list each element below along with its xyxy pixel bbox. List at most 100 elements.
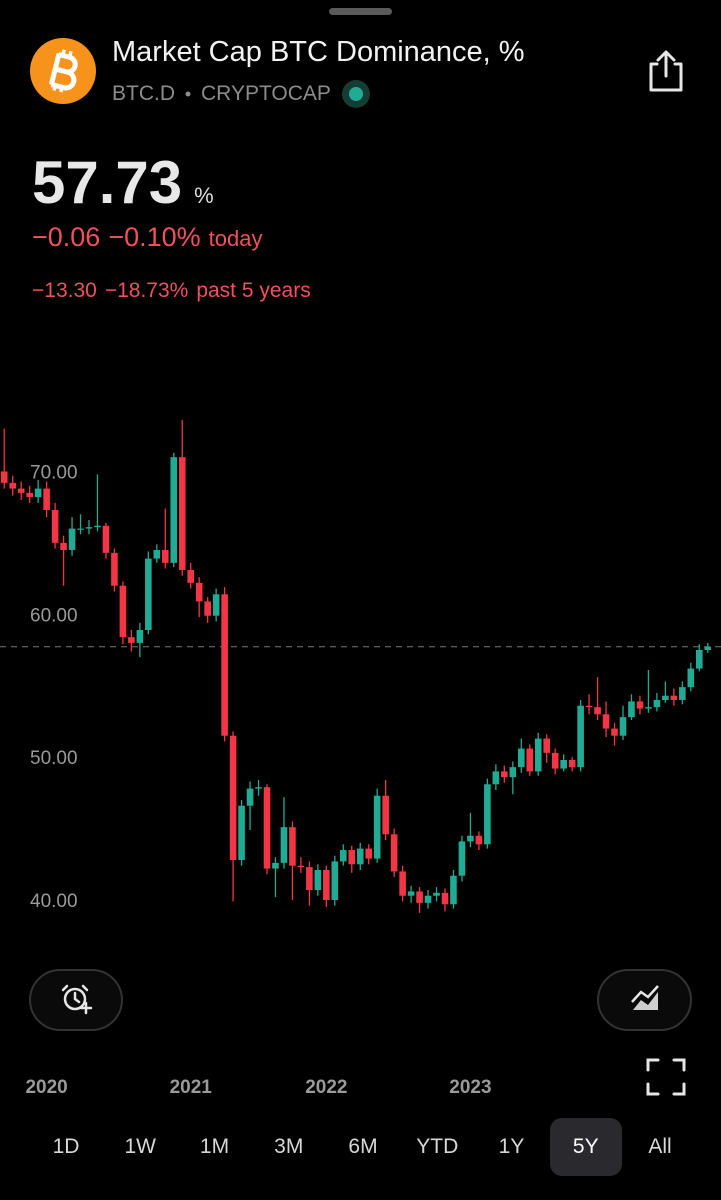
candle-body <box>399 871 406 896</box>
x-tick-label: 2021 <box>170 1077 213 1098</box>
candle-body <box>509 767 517 778</box>
price-unit: % <box>194 183 214 208</box>
candle-body <box>77 528 84 530</box>
coin-logo <box>30 38 96 104</box>
candle-body <box>0 471 8 483</box>
candle-body <box>365 848 373 859</box>
candle-body <box>390 834 398 872</box>
candle-body <box>94 525 101 528</box>
candle-body <box>255 787 262 789</box>
long-change-pct: −18.73% <box>104 279 189 302</box>
candle-body <box>356 848 364 865</box>
candle-body <box>619 717 627 736</box>
candle-body <box>653 700 661 708</box>
range-tab[interactable]: 1D <box>52 1135 80 1158</box>
candle-body <box>348 850 356 865</box>
candle-body <box>687 668 695 688</box>
share-button[interactable] <box>649 50 683 92</box>
candle-body <box>102 525 110 553</box>
candle-body <box>136 630 144 643</box>
change-pct: −0.10% <box>108 222 201 252</box>
candle-body <box>289 827 296 866</box>
candle-body <box>17 488 25 493</box>
candle-body <box>441 892 449 905</box>
y-tick-label: 60.00 <box>30 605 78 626</box>
candle-body <box>331 861 339 900</box>
candle-body <box>433 892 440 896</box>
candle-body <box>560 760 567 769</box>
candle-body <box>306 867 313 890</box>
candle-body <box>221 594 228 736</box>
candle-body <box>128 637 135 643</box>
candle-body <box>424 895 432 903</box>
candle-body <box>85 527 93 529</box>
candle-body <box>450 875 457 905</box>
candle-body <box>60 542 67 550</box>
chart-style-button[interactable] <box>597 969 692 1031</box>
candle-body <box>594 707 601 715</box>
candle-body <box>161 550 169 563</box>
symbol-subtitle: BTC.D CRYPTOCAP <box>112 79 371 109</box>
candle-body <box>534 738 542 772</box>
candle-body <box>407 891 415 896</box>
candle-body <box>416 891 423 903</box>
candle-body <box>43 488 50 510</box>
y-tick-label: 50.00 <box>30 748 78 769</box>
change-abs: −0.06 <box>32 222 101 252</box>
range-tabs: 1D 1W 1M 3M 6M YTD 1Y 5Y All <box>30 1118 696 1176</box>
candle-body <box>568 760 576 768</box>
candle-body <box>314 870 322 890</box>
candle-body <box>280 827 288 863</box>
candle-body <box>212 594 220 616</box>
candle-body <box>297 865 305 868</box>
long-period: past 5 years <box>196 279 311 302</box>
last-price: 57.73 <box>32 149 183 216</box>
price-row: 57.73 % <box>32 148 214 217</box>
range-tab[interactable]: 6M <box>348 1135 378 1158</box>
candle-body <box>543 738 551 753</box>
candle-body <box>704 646 712 650</box>
candle-body <box>51 510 59 543</box>
range-tab[interactable]: 5Y <box>549 1118 622 1176</box>
candle-body <box>272 862 279 869</box>
candle-body <box>145 558 152 630</box>
range-tab[interactable]: 1M <box>199 1135 230 1158</box>
change-period: today <box>208 226 263 251</box>
candle-body <box>501 771 508 778</box>
candle-body <box>492 771 500 785</box>
range-tab[interactable]: 1Y <box>498 1135 525 1158</box>
candle-body <box>119 585 127 638</box>
candle-body <box>153 550 161 559</box>
candle-body <box>467 835 474 842</box>
candle-body <box>26 492 33 498</box>
candle-body <box>68 528 76 550</box>
fullscreen-button[interactable] <box>646 1058 686 1096</box>
range-tab[interactable]: 1W <box>124 1135 157 1158</box>
range-tab[interactable]: YTD <box>416 1135 459 1158</box>
x-tick-label: 2022 <box>305 1077 347 1098</box>
candle-body <box>9 482 17 489</box>
candle-body <box>679 687 686 700</box>
candle-body <box>458 841 466 876</box>
candle-body <box>517 748 525 768</box>
candle-body <box>195 582 203 602</box>
long-change-abs: −13.30 <box>32 279 97 302</box>
exchange: CRYPTOCAP <box>201 82 331 105</box>
candle-body <box>229 735 237 860</box>
y-tick-label: 70.00 <box>30 462 78 483</box>
range-tab[interactable]: 3M <box>274 1135 304 1158</box>
candle-body <box>585 705 593 708</box>
range-tab[interactable]: All <box>648 1135 672 1158</box>
x-tick-label: 2020 <box>25 1077 67 1098</box>
candle-body <box>170 457 178 563</box>
candle-body <box>526 748 534 772</box>
candle-body <box>670 695 678 700</box>
market-status <box>341 80 370 108</box>
candle-body <box>339 850 347 862</box>
candle-body <box>373 795 381 859</box>
candle-body <box>238 805 245 860</box>
alert-button[interactable] <box>29 969 123 1031</box>
drag-handle[interactable] <box>329 8 392 15</box>
